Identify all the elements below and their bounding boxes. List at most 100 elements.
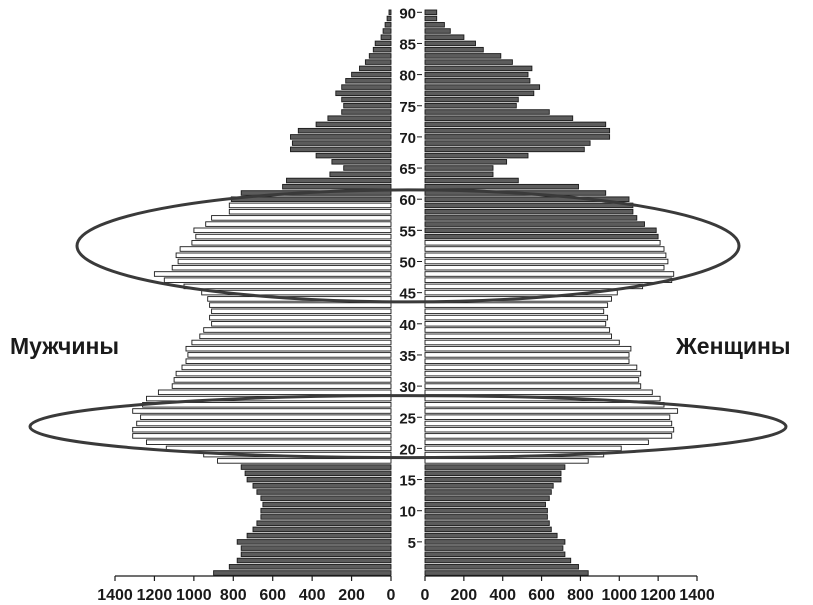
x-tick-right-label-0: 0 xyxy=(421,587,430,604)
female-bar-age-88 xyxy=(424,22,445,28)
female-bar-age-76 xyxy=(424,96,519,103)
female-bar-age-71 xyxy=(424,127,611,134)
male-bar-age-2 xyxy=(236,557,392,564)
male-bar-age-85 xyxy=(374,40,392,47)
male-bar-age-78 xyxy=(341,84,392,90)
female-bar-age-13 xyxy=(424,489,552,495)
male-bar-age-60 xyxy=(230,196,392,202)
male-bar-age-66 xyxy=(331,159,392,165)
female-bar-age-67 xyxy=(424,152,529,159)
male-bar-age-24 xyxy=(136,420,392,427)
female-bar-age-70 xyxy=(424,134,611,140)
x-tick-left-label-1000: 1000 xyxy=(176,587,212,604)
highlight-ellipses-group xyxy=(28,188,788,460)
male-bar-age-33 xyxy=(181,364,392,371)
age-tick-label-75: 75 xyxy=(399,99,416,116)
male-bar-age-32 xyxy=(175,370,392,377)
female-bar-age-15 xyxy=(424,476,562,483)
x-tick-left-label-400: 400 xyxy=(299,587,326,604)
female-bar-age-37 xyxy=(424,339,620,346)
male-bar-age-79 xyxy=(345,78,392,84)
female-bar-age-55 xyxy=(424,227,657,234)
female-bar-age-3 xyxy=(424,551,566,558)
female-bar-age-0 xyxy=(424,570,589,576)
female-bar-age-87 xyxy=(424,28,451,34)
female-bar-age-25 xyxy=(424,414,671,420)
female-bar-age-73 xyxy=(424,115,574,121)
male-bar-age-10 xyxy=(260,507,392,514)
x-tick-right-label-200: 200 xyxy=(451,587,478,604)
x-tick-left-label-1400: 1400 xyxy=(97,587,133,604)
female-bar-age-90 xyxy=(424,9,438,16)
male-bar-age-69 xyxy=(291,140,392,146)
male-bar-age-14 xyxy=(252,483,392,489)
x-tick-left-label-1200: 1200 xyxy=(137,587,173,604)
male-bar-age-71 xyxy=(297,127,392,134)
male-bar-age-65 xyxy=(343,165,392,171)
female-bar-age-1 xyxy=(424,564,579,570)
female-bar-age-20 xyxy=(424,445,622,452)
female-bar-age-60 xyxy=(424,196,630,202)
female-bar-age-41 xyxy=(424,314,609,321)
male-bar-age-3 xyxy=(240,551,392,558)
male-bar-age-29 xyxy=(157,389,392,396)
labels-group: Мужчины Женщины xyxy=(10,333,791,359)
male-bar-age-53 xyxy=(191,240,392,246)
age-tick-label-60: 60 xyxy=(399,192,416,209)
male-bar-age-55 xyxy=(193,227,392,234)
male-bar-age-11 xyxy=(262,501,392,508)
male-bar-age-84 xyxy=(372,46,392,53)
male-bar-age-17 xyxy=(240,464,392,470)
male-bar-age-43 xyxy=(209,302,392,308)
female-bar-age-86 xyxy=(424,34,465,40)
female-bar-age-7 xyxy=(424,526,552,533)
female-bar-age-69 xyxy=(424,140,591,146)
male-bar-age-57 xyxy=(211,215,392,221)
female-bar-age-26 xyxy=(424,408,679,414)
male-bar-age-90 xyxy=(388,9,392,16)
male-bar-age-9 xyxy=(260,514,392,520)
male-bar-age-73 xyxy=(327,115,392,121)
female-bar-age-84 xyxy=(424,46,484,53)
female-bar-age-82 xyxy=(424,59,513,65)
male-bar-age-50 xyxy=(177,258,392,265)
age-tick-label-70: 70 xyxy=(399,130,416,147)
female-bar-age-46 xyxy=(424,283,644,290)
female-bar-age-45 xyxy=(424,289,618,296)
x-tick-left-label-0: 0 xyxy=(387,587,396,604)
male-bar-age-56 xyxy=(205,221,392,227)
male-bar-age-46 xyxy=(183,283,392,290)
male-bar-age-38 xyxy=(199,333,392,340)
female-bar-age-89 xyxy=(424,15,438,22)
male-bar-age-15 xyxy=(246,476,392,483)
female-bar-age-68 xyxy=(424,146,585,153)
female-bar-age-34 xyxy=(424,358,630,364)
female-bars-group xyxy=(424,9,679,576)
x-tick-right-label-1400: 1400 xyxy=(679,587,715,604)
male-bar-age-76 xyxy=(341,96,392,103)
male-bar-age-34 xyxy=(185,358,392,364)
female-bar-age-50 xyxy=(424,258,669,265)
female-bar-age-66 xyxy=(424,159,508,165)
age-tick-label-80: 80 xyxy=(399,68,416,85)
age-tick-label-55: 55 xyxy=(399,223,416,240)
female-bar-age-53 xyxy=(424,240,661,246)
age-tick-label-20: 20 xyxy=(399,441,416,458)
age-tick-label-10: 10 xyxy=(399,504,416,521)
female-bar-age-49 xyxy=(424,264,665,271)
female-bar-age-75 xyxy=(424,102,517,109)
male-bar-age-0 xyxy=(213,570,392,576)
female-bar-age-30 xyxy=(424,383,642,389)
male-bar-age-35 xyxy=(187,352,392,358)
age-tick-label-30: 30 xyxy=(399,379,416,396)
x-tick-right-label-1000: 1000 xyxy=(601,587,637,604)
male-bar-age-63 xyxy=(286,177,392,184)
female-bar-age-63 xyxy=(424,177,519,184)
male-bar-age-54 xyxy=(195,233,392,240)
male-bar-age-74 xyxy=(341,109,392,115)
female-bar-age-54 xyxy=(424,233,659,240)
age-tick-label-40: 40 xyxy=(399,317,416,334)
female-bar-age-74 xyxy=(424,109,550,115)
female-bar-age-8 xyxy=(424,520,550,526)
